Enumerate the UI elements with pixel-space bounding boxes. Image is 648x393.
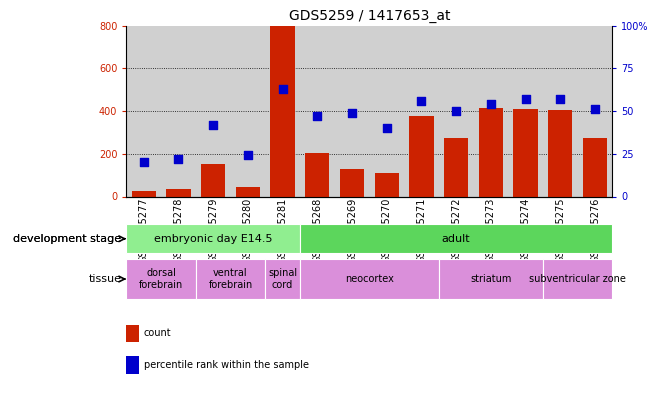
Bar	[167, 189, 191, 196]
Bar	[300, 224, 612, 253]
Bar	[161, 26, 196, 196]
Point	[382, 125, 392, 131]
Bar	[439, 259, 543, 299]
Point	[416, 97, 426, 104]
Bar	[548, 110, 572, 196]
Bar	[196, 259, 265, 299]
Text: neocortex: neocortex	[345, 274, 394, 284]
Bar	[583, 138, 607, 196]
Bar	[375, 173, 399, 196]
Bar	[126, 224, 300, 253]
Bar	[300, 26, 334, 196]
Point	[555, 96, 566, 102]
Title: GDS5259 / 1417653_at: GDS5259 / 1417653_at	[288, 9, 450, 23]
Bar	[474, 26, 508, 196]
Text: count: count	[144, 329, 171, 338]
Point	[173, 156, 183, 162]
Bar	[508, 26, 543, 196]
Point	[312, 113, 323, 119]
Bar	[513, 109, 538, 196]
Bar	[126, 325, 139, 342]
Bar	[126, 259, 196, 299]
Bar	[265, 26, 300, 196]
Bar	[236, 187, 260, 196]
Bar	[340, 169, 364, 196]
Point	[486, 101, 496, 107]
Text: development stage: development stage	[14, 234, 122, 244]
Point	[139, 159, 149, 165]
Point	[208, 121, 218, 128]
Bar	[305, 153, 329, 196]
Bar	[231, 26, 265, 196]
Bar	[334, 26, 369, 196]
Bar	[196, 26, 231, 196]
Text: striatum: striatum	[470, 274, 511, 284]
Bar	[369, 26, 404, 196]
Bar	[410, 116, 434, 196]
Text: subventricular zone: subventricular zone	[529, 274, 626, 284]
Bar	[439, 26, 474, 196]
Text: spinal
cord: spinal cord	[268, 268, 297, 290]
Point	[242, 152, 253, 159]
Bar	[543, 26, 577, 196]
Text: ventral
forebrain: ventral forebrain	[209, 268, 253, 290]
Bar	[270, 26, 295, 196]
Bar	[300, 259, 439, 299]
Point	[347, 110, 357, 116]
Text: adult: adult	[442, 234, 470, 244]
Text: tissue: tissue	[89, 274, 122, 284]
Text: dorsal
forebrain: dorsal forebrain	[139, 268, 183, 290]
Point	[277, 86, 288, 92]
Bar	[479, 108, 503, 196]
Text: percentile rank within the sample: percentile rank within the sample	[144, 360, 308, 370]
Bar	[444, 138, 469, 196]
Bar	[543, 259, 612, 299]
Point	[590, 106, 600, 112]
Point	[520, 96, 531, 102]
Bar	[404, 26, 439, 196]
Bar	[265, 259, 300, 299]
Bar	[201, 164, 226, 196]
Bar	[126, 26, 161, 196]
Bar	[577, 26, 612, 196]
Point	[451, 108, 461, 114]
Text: development stage: development stage	[14, 234, 122, 244]
Text: embryonic day E14.5: embryonic day E14.5	[154, 234, 272, 244]
Bar	[132, 191, 156, 196]
Bar	[126, 356, 139, 374]
